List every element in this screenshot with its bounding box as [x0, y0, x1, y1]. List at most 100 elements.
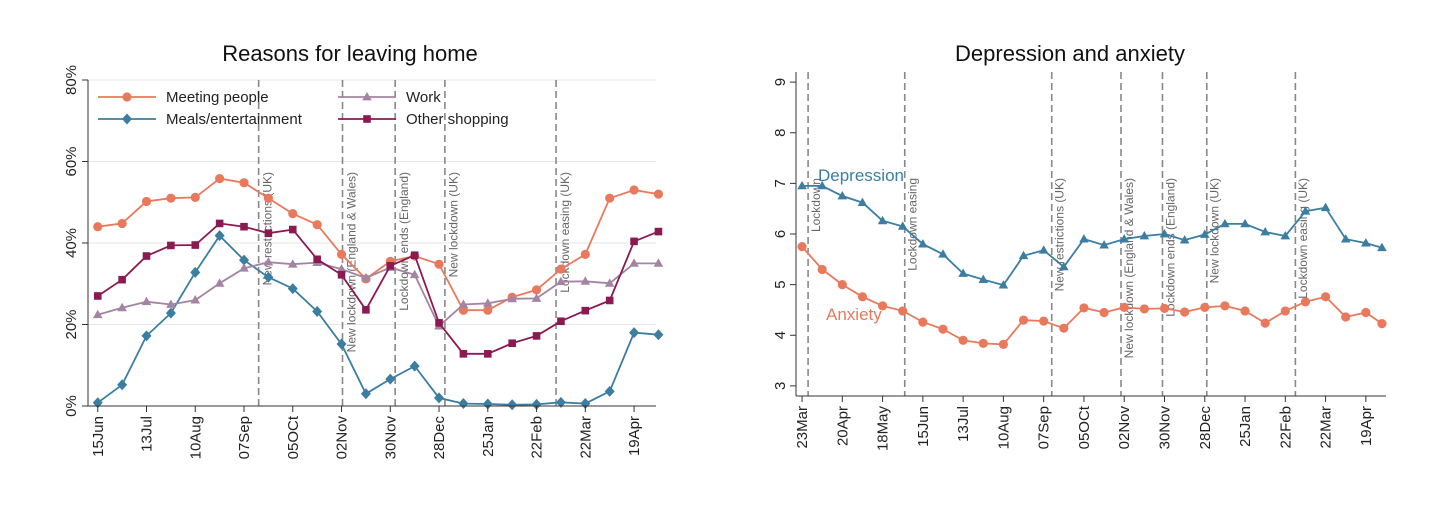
- data-point: [531, 398, 542, 410]
- x-tick-label: 30Nov: [1156, 406, 1173, 450]
- y-tick-label: 6: [772, 230, 789, 238]
- data-point: [998, 280, 1009, 289]
- data-point: [190, 266, 201, 278]
- depression-series-labels: Depression Anxiety: [818, 166, 904, 324]
- x-tick-label: 10Aug: [187, 416, 204, 459]
- data-point: [897, 221, 908, 230]
- data-point: [93, 222, 103, 232]
- data-point: [263, 271, 274, 283]
- data-point: [857, 197, 868, 207]
- y-tick-label: 7: [772, 179, 789, 187]
- data-point: [141, 330, 152, 342]
- x-tick-label: 13Jul: [139, 416, 156, 452]
- data-point: [1377, 242, 1387, 252]
- y-tick-label: 5: [772, 280, 789, 288]
- data-point: [215, 219, 224, 228]
- data-point: [239, 178, 249, 188]
- data-point: [312, 305, 323, 317]
- x-tick-label: 02Nov: [334, 416, 351, 460]
- data-point: [92, 309, 103, 319]
- data-point: [581, 306, 590, 315]
- depression-axes: 3 4 5 6 7 8 9 23Mar 20Apr 18May 15Jun 13Jul 10Aug 07S…: [772, 72, 1386, 451]
- data-point: [361, 273, 371, 282]
- data-point: [385, 373, 396, 385]
- data-point: [458, 305, 469, 315]
- data-point: [1377, 319, 1387, 329]
- data-point: [1139, 304, 1149, 314]
- depression-series: [797, 180, 1387, 349]
- data-point: [483, 305, 493, 315]
- data-point: [1200, 302, 1210, 313]
- depression-event-lines: Lockdown Lockdown easing New restrictions …: [807, 72, 1310, 396]
- data-point: [336, 249, 347, 260]
- y-tick-label: 80%: [63, 65, 80, 95]
- data-point: [92, 397, 103, 409]
- data-point: [141, 296, 152, 306]
- data-point: [1300, 206, 1311, 215]
- legend-marker: [122, 92, 132, 102]
- data-point: [410, 251, 419, 260]
- data-point: [1119, 302, 1129, 313]
- x-tick-label: 05OCt: [285, 415, 302, 459]
- data-point: [482, 398, 493, 410]
- data-point: [386, 262, 395, 270]
- data-point: [1159, 303, 1170, 314]
- event-label: New lockdown (UK): [447, 172, 461, 277]
- data-point: [1320, 202, 1331, 212]
- x-tick-label: 15Jun: [90, 416, 107, 457]
- x-tick-label: 19Apr: [1358, 406, 1375, 446]
- x-tick-label: 20Apr: [834, 406, 851, 446]
- data-point: [312, 220, 322, 230]
- data-point: [435, 319, 443, 327]
- data-point: [1059, 261, 1069, 271]
- data-point: [1099, 307, 1109, 318]
- data-point: [288, 225, 297, 234]
- data-point: [1199, 229, 1210, 238]
- data-point: [1300, 297, 1311, 307]
- reasons-axes: 0% 20% 40% 60% 80% 15Jun 13Jul 10Aug 07Sep 05OCt 0…: [63, 65, 656, 459]
- legend-marker: [363, 115, 371, 123]
- data-point: [1159, 229, 1170, 238]
- data-point: [1260, 226, 1270, 236]
- data-point: [239, 263, 249, 272]
- x-tick-label: 22Feb: [1277, 406, 1294, 449]
- data-point: [797, 180, 807, 190]
- event-label: Lockdown ends (England): [1163, 178, 1177, 317]
- data-point: [978, 274, 989, 283]
- data-point: [1280, 306, 1290, 316]
- reasons-event-lines: New restrictions (UK) New lockdown (Engla…: [257, 80, 572, 406]
- y-tick-label: 40%: [63, 228, 80, 258]
- data-point: [797, 242, 807, 252]
- data-point: [555, 396, 566, 408]
- data-point: [1240, 218, 1250, 228]
- data-point: [166, 193, 176, 203]
- data-point: [1240, 306, 1250, 316]
- y-tick-label: 0%: [63, 395, 80, 417]
- data-point: [557, 317, 565, 326]
- event-label: Lockdown ends (England): [397, 172, 411, 311]
- legend-marker: [362, 92, 372, 101]
- x-tick-label: 28Dec: [431, 416, 448, 460]
- reasons-legend: Meeting people Meals/entertainment Work Oth…: [98, 89, 509, 128]
- data-point: [1018, 315, 1029, 325]
- data-point: [998, 339, 1009, 349]
- data-point: [604, 278, 615, 287]
- data-point: [1220, 218, 1230, 228]
- data-point: [1079, 303, 1089, 313]
- y-tick-label: 4: [772, 331, 789, 339]
- data-point: [263, 257, 274, 266]
- data-point: [434, 392, 445, 404]
- data-point: [190, 192, 200, 202]
- data-point: [1320, 292, 1331, 302]
- data-point: [1260, 318, 1270, 328]
- data-point: [1039, 316, 1049, 326]
- data-point: [141, 196, 152, 207]
- data-point: [215, 174, 225, 184]
- x-tick-label: 07Sep: [1036, 406, 1053, 449]
- y-tick-label: 3: [772, 382, 789, 390]
- data-point: [337, 270, 346, 279]
- data-point: [117, 302, 127, 312]
- event-label: New lockdown (UK): [1208, 178, 1222, 283]
- data-point: [1079, 234, 1089, 243]
- data-point: [482, 298, 493, 307]
